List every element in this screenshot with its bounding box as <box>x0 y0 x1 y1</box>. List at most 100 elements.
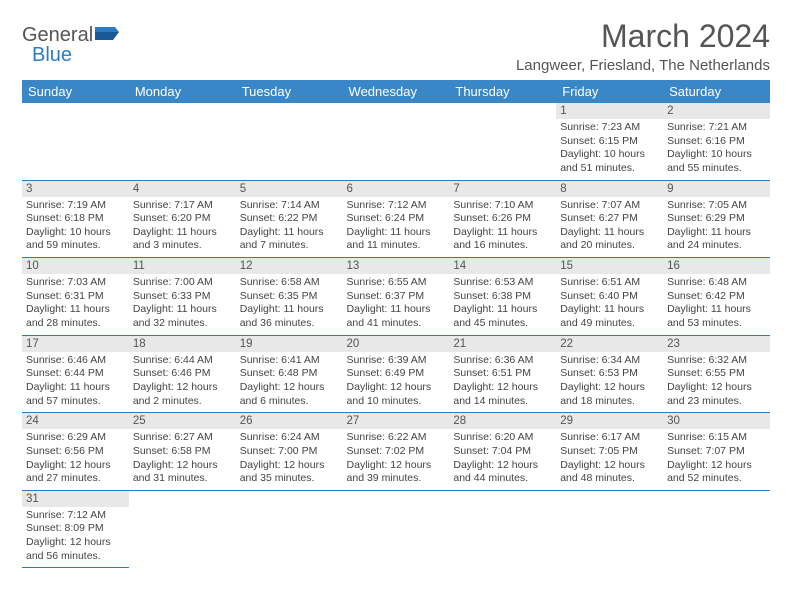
daylight-text-2: and 52 minutes. <box>667 472 766 486</box>
daylight-text-2: and 24 minutes. <box>667 239 766 253</box>
daylight-text-2: and 44 minutes. <box>453 472 552 486</box>
day-detail-cell: Sunrise: 7:05 AMSunset: 6:29 PMDaylight:… <box>663 197 770 258</box>
day-number-cell <box>449 490 556 507</box>
daylight-text-1: Daylight: 12 hours <box>453 459 552 473</box>
day-detail-cell: Sunrise: 6:58 AMSunset: 6:35 PMDaylight:… <box>236 274 343 335</box>
sunset-text: Sunset: 6:24 PM <box>347 212 446 226</box>
daylight-text-1: Daylight: 11 hours <box>453 303 552 317</box>
day-number-cell: 9 <box>663 180 770 197</box>
daylight-text-1: Daylight: 10 hours <box>560 148 659 162</box>
day-number-cell <box>663 490 770 507</box>
sunset-text: Sunset: 6:53 PM <box>560 367 659 381</box>
day-number-cell: 22 <box>556 335 663 352</box>
day-number-cell: 2 <box>663 103 770 119</box>
day-detail-cell: Sunrise: 6:22 AMSunset: 7:02 PMDaylight:… <box>343 429 450 490</box>
sunset-text: Sunset: 6:16 PM <box>667 135 766 149</box>
day-number-cell <box>343 490 450 507</box>
day-number-cell: 30 <box>663 413 770 430</box>
day-detail-cell: Sunrise: 7:12 AMSunset: 8:09 PMDaylight:… <box>22 507 129 568</box>
dow-2: Tuesday <box>236 80 343 103</box>
sunrise-text: Sunrise: 7:07 AM <box>560 199 659 213</box>
daylight-text-2: and 57 minutes. <box>26 395 125 409</box>
day-detail-cell: Sunrise: 7:00 AMSunset: 6:33 PMDaylight:… <box>129 274 236 335</box>
sunset-text: Sunset: 6:46 PM <box>133 367 232 381</box>
daylight-text-1: Daylight: 11 hours <box>26 303 125 317</box>
sunset-text: Sunset: 6:27 PM <box>560 212 659 226</box>
daylight-text-1: Daylight: 11 hours <box>453 226 552 240</box>
sunrise-text: Sunrise: 6:46 AM <box>26 354 125 368</box>
day-number-cell: 26 <box>236 413 343 430</box>
day-detail-cell <box>129 119 236 180</box>
day-number-cell: 25 <box>129 413 236 430</box>
day-number-cell <box>129 490 236 507</box>
day-detail-cell: Sunrise: 6:39 AMSunset: 6:49 PMDaylight:… <box>343 352 450 413</box>
sunrise-text: Sunrise: 7:19 AM <box>26 199 125 213</box>
sunrise-text: Sunrise: 6:29 AM <box>26 431 125 445</box>
day-detail-cell: Sunrise: 7:19 AMSunset: 6:18 PMDaylight:… <box>22 197 129 258</box>
sunset-text: Sunset: 6:40 PM <box>560 290 659 304</box>
sunset-text: Sunset: 6:44 PM <box>26 367 125 381</box>
sunset-text: Sunset: 6:15 PM <box>560 135 659 149</box>
sunset-text: Sunset: 6:51 PM <box>453 367 552 381</box>
sunset-text: Sunset: 6:49 PM <box>347 367 446 381</box>
sunset-text: Sunset: 6:37 PM <box>347 290 446 304</box>
daylight-text-2: and 45 minutes. <box>453 317 552 331</box>
day-number-cell: 1 <box>556 103 663 119</box>
calendar-body: 12Sunrise: 7:23 AMSunset: 6:15 PMDayligh… <box>22 103 770 568</box>
day-detail-cell: Sunrise: 7:07 AMSunset: 6:27 PMDaylight:… <box>556 197 663 258</box>
sunrise-text: Sunrise: 6:17 AM <box>560 431 659 445</box>
day-detail-cell <box>449 507 556 568</box>
day-detail-cell <box>343 507 450 568</box>
calendar-table: Sunday Monday Tuesday Wednesday Thursday… <box>22 80 770 568</box>
sunset-text: Sunset: 6:33 PM <box>133 290 232 304</box>
sunset-text: Sunset: 6:31 PM <box>26 290 125 304</box>
day-number-cell: 15 <box>556 258 663 275</box>
sunset-text: Sunset: 6:35 PM <box>240 290 339 304</box>
day-detail-cell: Sunrise: 6:36 AMSunset: 6:51 PMDaylight:… <box>449 352 556 413</box>
daylight-text-1: Daylight: 10 hours <box>667 148 766 162</box>
day-detail-cell: Sunrise: 6:29 AMSunset: 6:56 PMDaylight:… <box>22 429 129 490</box>
week-2-daynum-row: 10111213141516 <box>22 258 770 275</box>
daylight-text-1: Daylight: 12 hours <box>347 459 446 473</box>
day-detail-cell: Sunrise: 6:48 AMSunset: 6:42 PMDaylight:… <box>663 274 770 335</box>
sunrise-text: Sunrise: 6:34 AM <box>560 354 659 368</box>
sunset-text: Sunset: 7:07 PM <box>667 445 766 459</box>
daylight-text-2: and 27 minutes. <box>26 472 125 486</box>
daylight-text-2: and 10 minutes. <box>347 395 446 409</box>
title-block: March 2024 Langweer, Friesland, The Neth… <box>516 18 770 74</box>
week-5-daynum-row: 31 <box>22 490 770 507</box>
daylight-text-2: and 18 minutes. <box>560 395 659 409</box>
daylight-text-1: Daylight: 11 hours <box>560 226 659 240</box>
sunrise-text: Sunrise: 6:15 AM <box>667 431 766 445</box>
sunrise-text: Sunrise: 7:03 AM <box>26 276 125 290</box>
sunset-text: Sunset: 6:29 PM <box>667 212 766 226</box>
day-number-cell: 4 <box>129 180 236 197</box>
flag-icon <box>95 24 121 47</box>
sunrise-text: Sunrise: 6:53 AM <box>453 276 552 290</box>
sunrise-text: Sunrise: 7:21 AM <box>667 121 766 135</box>
day-number-cell: 5 <box>236 180 343 197</box>
day-number-cell <box>129 103 236 119</box>
sunrise-text: Sunrise: 7:10 AM <box>453 199 552 213</box>
daylight-text-2: and 31 minutes. <box>133 472 232 486</box>
daylight-text-1: Daylight: 10 hours <box>26 226 125 240</box>
daylight-text-1: Daylight: 12 hours <box>667 459 766 473</box>
daylight-text-1: Daylight: 12 hours <box>26 459 125 473</box>
daylight-text-2: and 7 minutes. <box>240 239 339 253</box>
daylight-text-1: Daylight: 12 hours <box>133 381 232 395</box>
daylight-text-2: and 36 minutes. <box>240 317 339 331</box>
sunrise-text: Sunrise: 7:14 AM <box>240 199 339 213</box>
sunset-text: Sunset: 8:09 PM <box>26 522 125 536</box>
daylight-text-2: and 49 minutes. <box>560 317 659 331</box>
daylight-text-1: Daylight: 11 hours <box>240 303 339 317</box>
day-detail-cell: Sunrise: 6:34 AMSunset: 6:53 PMDaylight:… <box>556 352 663 413</box>
sunset-text: Sunset: 6:56 PM <box>26 445 125 459</box>
day-number-cell: 8 <box>556 180 663 197</box>
week-0-daynum-row: 12 <box>22 103 770 119</box>
sunrise-text: Sunrise: 7:00 AM <box>133 276 232 290</box>
sunrise-text: Sunrise: 7:12 AM <box>26 509 125 523</box>
dow-1: Monday <box>129 80 236 103</box>
week-1-daynum-row: 3456789 <box>22 180 770 197</box>
day-detail-cell: Sunrise: 6:55 AMSunset: 6:37 PMDaylight:… <box>343 274 450 335</box>
day-detail-cell: Sunrise: 6:44 AMSunset: 6:46 PMDaylight:… <box>129 352 236 413</box>
